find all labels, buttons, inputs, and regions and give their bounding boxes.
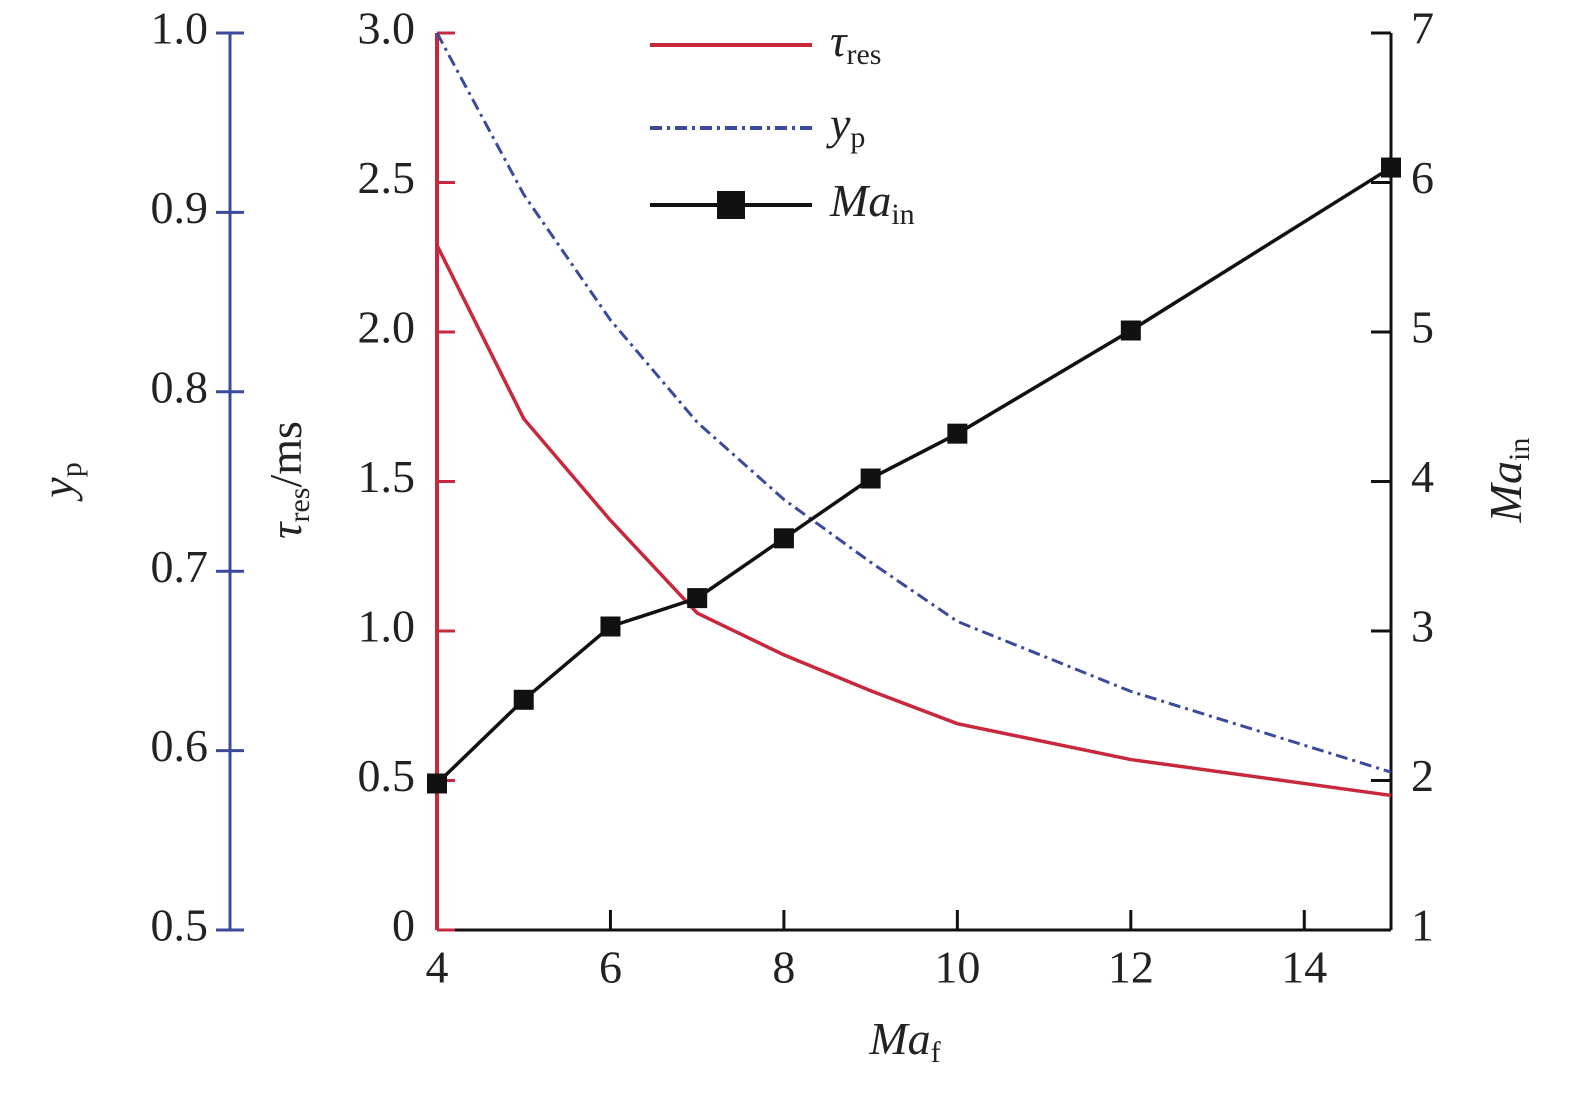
y-axis-title: τres/ms (260, 421, 316, 539)
y2-tick-label: 1 (1411, 900, 1434, 951)
y-axis-title-sub: res (283, 488, 316, 523)
series-line (435, 166, 1392, 785)
legend-label-main: Ma (829, 175, 891, 226)
y-tick-label: 3.0 (358, 3, 416, 54)
legend-label: Main (829, 175, 915, 231)
y3-tick-label: 0.7 (151, 541, 209, 592)
marker (1120, 320, 1141, 341)
marker (600, 616, 621, 637)
y3-axis-title-main: y (32, 477, 83, 502)
marker (860, 468, 881, 489)
y3-tick-label: 0.9 (151, 182, 209, 233)
y3-tick-label: 1.0 (151, 3, 209, 54)
y-axis-title-main: τ (260, 521, 311, 539)
y2-tick-label: 5 (1411, 302, 1434, 353)
y2-tick-label: 6 (1411, 152, 1434, 203)
marker (1381, 157, 1401, 178)
marker (513, 689, 534, 710)
series-line (435, 244, 1392, 798)
marker (947, 423, 968, 444)
x-tick-label: 12 (1108, 942, 1154, 993)
legend-label: τres (830, 15, 881, 71)
marker (427, 773, 447, 794)
x-tick-label: 4 (426, 942, 449, 993)
x-tick-label: 8 (772, 942, 795, 993)
y2-tick-label: 2 (1411, 750, 1434, 801)
x-tick-label: 6 (599, 942, 622, 993)
legend-label: yp (826, 98, 865, 154)
x-tick-label: 10 (934, 942, 980, 993)
y3-tick-label: 0.5 (151, 900, 209, 951)
y-tick-label: 1.0 (358, 601, 416, 652)
y2-tick-label: 4 (1411, 451, 1434, 502)
y3-axis-title-sub: p (55, 462, 88, 477)
legend-label-sub: in (891, 198, 914, 231)
x-axis-title: Maf (868, 1013, 940, 1069)
y-axis-title-suffix: /ms (260, 421, 311, 487)
marker (773, 528, 794, 549)
legend-label-main: y (826, 98, 851, 149)
x-axis-title-main: Ma (868, 1013, 930, 1064)
y2-axis-title: Main (1480, 438, 1536, 524)
y-tick-label: 2.0 (358, 302, 416, 353)
x-axis-title-sub: f (931, 1036, 941, 1069)
y2-axis-title-sub: in (1503, 438, 1536, 461)
legend-label-sub: p (850, 121, 865, 154)
y2-tick-label: 3 (1411, 601, 1434, 652)
x-tick-label: 14 (1281, 942, 1327, 993)
legend-label-sub: res (846, 38, 881, 71)
y-tick-label: 1.5 (358, 451, 416, 502)
y-tick-label: 0.5 (358, 750, 416, 801)
y2-axis-title-main: Ma (1480, 461, 1531, 523)
y3-tick-label: 0.6 (151, 720, 209, 771)
y-tick-label: 2.5 (358, 152, 416, 203)
marker (687, 588, 708, 609)
series-line (435, 32, 1392, 774)
legend-marker (717, 191, 745, 219)
y3-tick-label: 0.8 (151, 361, 209, 412)
y2-tick-label: 7 (1411, 3, 1434, 54)
legend-label-main: τ (830, 15, 848, 66)
y-tick-label: 0 (392, 900, 415, 951)
y3-axis-title: yp (32, 462, 88, 501)
